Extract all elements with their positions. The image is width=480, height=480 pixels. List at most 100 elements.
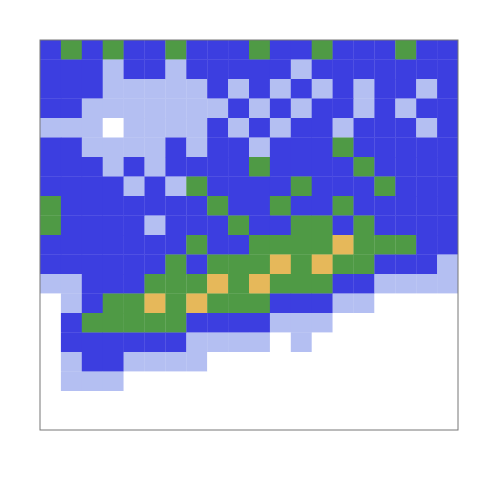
cell [40,118,61,138]
cell [186,274,207,294]
cell [165,79,186,99]
cell [40,177,61,197]
cell [165,411,186,431]
cell [416,118,437,138]
cell [395,313,416,333]
cell [270,99,291,119]
cell [437,294,458,314]
cell [437,60,458,80]
cell [374,177,395,197]
cell [186,294,207,314]
cell [395,138,416,158]
cell [291,196,312,216]
cell [354,118,375,138]
cell [291,411,312,431]
cells [40,40,458,430]
cell [333,372,354,392]
cell [354,60,375,80]
cell [333,274,354,294]
cell [374,196,395,216]
cell [333,177,354,197]
cell [312,352,333,372]
cell [395,274,416,294]
cell [374,235,395,255]
cell [333,157,354,177]
cell [270,372,291,392]
cell [374,372,395,392]
cell [186,411,207,431]
cell [416,60,437,80]
cell [416,157,437,177]
cell [416,196,437,216]
cell [124,235,145,255]
cell [416,79,437,99]
cell [249,99,270,119]
cell [437,391,458,411]
cell [291,216,312,236]
cell [270,235,291,255]
cell [437,79,458,99]
cell [354,99,375,119]
cell [395,60,416,80]
cell [165,99,186,119]
cell [82,313,103,333]
cell [165,138,186,158]
cell [270,391,291,411]
cell [186,40,207,60]
cell [103,118,124,138]
cell [145,138,166,158]
cell [145,333,166,353]
cell [61,255,82,275]
cell [207,411,228,431]
cell [145,352,166,372]
cell [228,79,249,99]
cell [312,216,333,236]
cell [165,313,186,333]
cell [395,177,416,197]
cell [61,40,82,60]
cell [61,157,82,177]
cell [395,196,416,216]
cell [40,79,61,99]
cell [228,196,249,216]
cell [165,333,186,353]
cell [82,118,103,138]
cell [103,235,124,255]
cell [312,118,333,138]
cell [312,372,333,392]
cell [270,196,291,216]
cell [186,313,207,333]
cell [312,255,333,275]
cell [374,333,395,353]
cell [437,352,458,372]
cell [395,333,416,353]
cell [82,333,103,353]
cell [270,411,291,431]
cell [228,372,249,392]
cell [103,391,124,411]
cell [249,333,270,353]
cell [145,177,166,197]
cell [228,352,249,372]
cell [333,255,354,275]
cell [374,40,395,60]
cell [145,313,166,333]
cell [165,40,186,60]
cell [249,40,270,60]
cell [165,60,186,80]
cell [312,294,333,314]
cell [312,411,333,431]
chart [0,0,480,480]
cell [374,118,395,138]
cell [249,294,270,314]
cell [291,40,312,60]
cell [82,216,103,236]
cell [82,157,103,177]
cell [103,138,124,158]
cell [165,294,186,314]
cell [124,157,145,177]
cell [270,177,291,197]
cell [61,274,82,294]
cell [249,411,270,431]
cell [437,333,458,353]
